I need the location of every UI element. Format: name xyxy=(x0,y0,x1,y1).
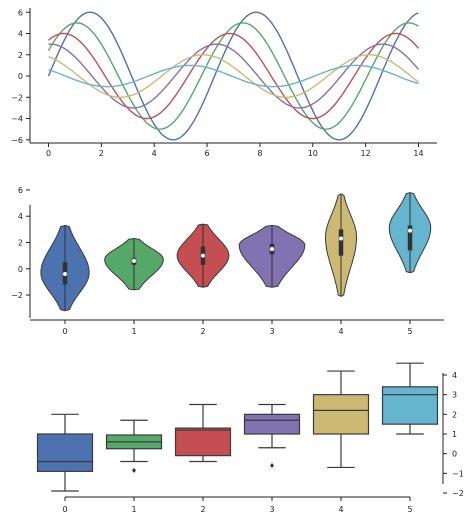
y-tick-label: −2 xyxy=(11,291,23,300)
x-tick-label: 6 xyxy=(205,149,210,158)
x-tick-label: 5 xyxy=(407,327,412,336)
x-tick-label: 1 xyxy=(131,327,136,336)
y-tick-label: 6 xyxy=(18,8,23,17)
x-tick-label: 0 xyxy=(62,327,67,336)
y-tick-label: −4 xyxy=(11,115,23,124)
y-tick-label: −2 xyxy=(11,93,23,102)
y-tick-label: 2 xyxy=(452,410,457,419)
violin-plot: 0 1 2 3 4 5 −2 0 2 4 6 xyxy=(11,186,444,336)
x-tick-label: 14 xyxy=(413,149,423,158)
box-outlier-point xyxy=(270,463,274,468)
x-tick-label: 5 xyxy=(407,505,412,514)
sine-wave-line-chart: 0 2 4 6 8 10 12 14 −6 −4 −2 0 2 4 6 xyxy=(11,8,437,158)
box-5 xyxy=(381,386,439,425)
violin-median-dot xyxy=(270,247,274,252)
y-tick-label: 4 xyxy=(18,30,23,39)
violin-median-dot xyxy=(63,272,67,277)
y-tick-label: −2 xyxy=(452,489,464,498)
x-tick-label: 2 xyxy=(200,327,205,336)
x-tick-label: 4 xyxy=(338,505,343,514)
y-tick-label: 2 xyxy=(18,238,23,247)
box-0 xyxy=(36,433,94,472)
x-tick-label: 2 xyxy=(99,149,104,158)
series-line-0 xyxy=(47,11,419,141)
x-tick-label: 3 xyxy=(269,505,274,514)
x-tick-label: 3 xyxy=(269,327,274,336)
series-line-3 xyxy=(48,43,420,109)
y-tick-label: 4 xyxy=(452,371,457,380)
box-2 xyxy=(174,427,232,457)
y-tick-label: 6 xyxy=(18,186,23,195)
box-outlier-point xyxy=(132,467,136,473)
violin-median-dot xyxy=(201,253,205,258)
x-tick-label: 10 xyxy=(308,149,318,158)
violin-median-dot xyxy=(132,258,136,263)
y-tick-label: −6 xyxy=(11,136,23,145)
series-line-5 xyxy=(48,64,419,88)
y-tick-label: 1 xyxy=(452,430,457,439)
box-3 xyxy=(243,413,301,435)
y-tick-label: 0 xyxy=(452,450,457,459)
x-tick-label: 0 xyxy=(62,505,67,514)
y-tick-label: 0 xyxy=(18,72,23,81)
series-line-2 xyxy=(48,32,420,120)
violin-median-dot xyxy=(339,236,343,241)
x-tick-label: 0 xyxy=(46,149,51,158)
series-line-4 xyxy=(48,54,419,98)
violin-median-dot xyxy=(408,228,412,233)
x-tick-label: 2 xyxy=(200,505,205,514)
y-tick-label: 0 xyxy=(18,265,23,274)
y-tick-label: 3 xyxy=(452,391,457,400)
x-tick-label: 4 xyxy=(338,327,343,336)
series-line-1 xyxy=(47,22,419,130)
y-tick-label: 2 xyxy=(18,51,23,60)
x-tick-label: 1 xyxy=(131,505,136,514)
x-tick-label: 4 xyxy=(152,149,157,158)
x-tick-label: 12 xyxy=(361,149,371,158)
y-tick-label: 4 xyxy=(18,212,23,221)
x-tick-label: 8 xyxy=(257,149,262,158)
y-tick-label: −1 xyxy=(452,469,464,478)
box-plot: 0 1 2 3 4 5 −2 −1 0 1 2 3 4 xyxy=(36,362,464,514)
box-4 xyxy=(312,394,370,435)
